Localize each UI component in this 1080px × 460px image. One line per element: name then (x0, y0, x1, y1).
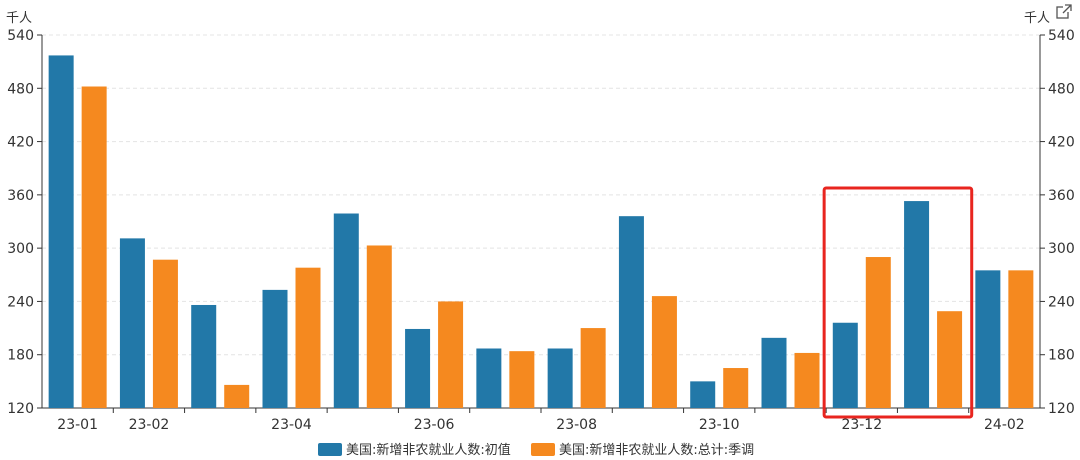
bar-series-2 (794, 352, 820, 408)
x-tick-label: 23-06 (414, 417, 455, 433)
legend[interactable]: 美国:新增非农就业人数:初值 美国:新增非农就业人数:总计:季调 (318, 442, 754, 458)
bar-series-2 (81, 86, 107, 408)
left-y-tick-label: 360 (7, 188, 34, 204)
right-y-tick-label: 420 (1048, 135, 1075, 151)
x-tick-label: 23-12 (841, 417, 882, 433)
bar-series-1 (618, 216, 644, 408)
bar-series-2 (152, 259, 178, 408)
bar-series-2 (438, 301, 464, 408)
right-y-tick-label: 300 (1048, 241, 1075, 257)
legend-item-2[interactable]: 美国:新增非农就业人数:总计:季调 (531, 442, 754, 458)
legend-swatch (531, 443, 555, 456)
bar-series-1 (761, 337, 787, 408)
grid (42, 34, 1040, 356)
legend-item-1[interactable]: 美国:新增非农就业人数:初值 (318, 442, 511, 458)
bar-series-1 (119, 238, 145, 408)
x-tick-label: 23-10 (699, 417, 740, 433)
left-y-tick-label: 180 (7, 348, 34, 364)
legend-label: 美国:新增非农就业人数:初值 (346, 442, 511, 458)
bar-series-1 (690, 381, 716, 408)
right-y-tick-label: 120 (1048, 401, 1075, 417)
left-y-tick-label: 420 (7, 135, 34, 151)
bar-series-2 (937, 311, 963, 408)
legend-label: 美国:新增非农就业人数:总计:季调 (559, 442, 754, 458)
right-y-tick-label: 360 (1048, 188, 1075, 204)
bar-series-1 (547, 348, 573, 408)
left-y-tick-label: 240 (7, 294, 34, 310)
bar-series-1 (975, 270, 1001, 408)
bar-series-2 (1008, 270, 1034, 408)
bar-series-2 (865, 257, 891, 408)
right-y-tick-label: 180 (1048, 348, 1075, 364)
left-y-tick-label: 300 (7, 241, 34, 257)
x-tick-label: 23-01 (57, 417, 98, 433)
left-y-unit: 千人 (6, 11, 32, 26)
bar-series-1 (904, 201, 930, 408)
bars (48, 55, 1034, 409)
bar-series-1 (48, 55, 74, 409)
bar-series-2 (295, 267, 321, 408)
bar-series-2 (224, 384, 250, 408)
x-tick-label: 23-02 (129, 417, 170, 433)
right-y-tick-label: 480 (1048, 81, 1075, 97)
left-y-tick-label: 480 (7, 81, 34, 97)
bar-series-1 (333, 213, 359, 408)
tick-labels: 120 120 180 180 240 240 300 300 360 360 420 420 480 4… (7, 28, 1074, 433)
bar-series-1 (191, 304, 217, 408)
left-y-tick-label: 120 (7, 401, 34, 417)
legend-swatch (318, 443, 342, 456)
right-y-tick-label: 240 (1048, 294, 1075, 310)
axes (37, 34, 1045, 413)
bar-series-2 (580, 328, 606, 408)
highlight-box (822, 186, 974, 419)
bar-series-1 (476, 348, 502, 408)
right-y-unit: 千人 (1024, 11, 1050, 26)
bar-series-2 (509, 351, 535, 408)
bar-series-2 (723, 368, 749, 408)
bar-series-2 (651, 296, 677, 408)
highlight-annotation (822, 186, 974, 419)
bar-series-1 (262, 289, 288, 408)
x-tick-label: 23-04 (271, 417, 312, 433)
share-icon[interactable] (1056, 3, 1073, 19)
right-y-tick-label: 540 (1048, 28, 1075, 44)
bar-series-2 (366, 245, 392, 408)
x-tick-label: 23-08 (556, 417, 597, 433)
bar-series-1 (405, 328, 431, 408)
left-y-tick-label: 540 (7, 28, 34, 44)
x-tick-label: 24-02 (984, 417, 1025, 433)
bar-series-1 (832, 322, 858, 408)
